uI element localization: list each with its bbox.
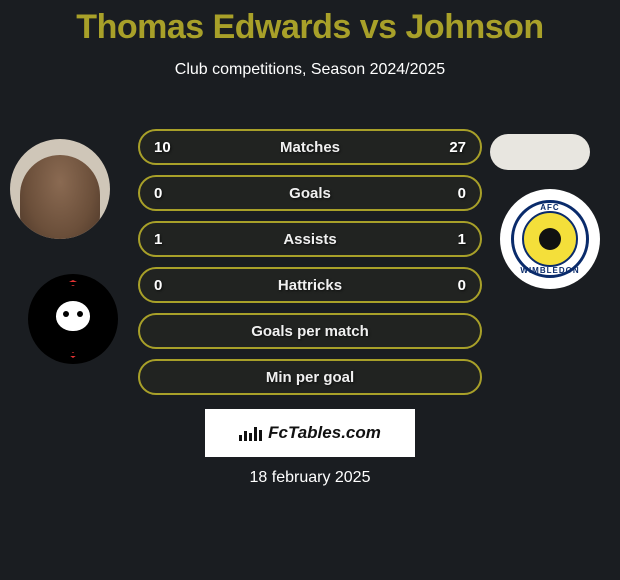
stat-right-value: 27 bbox=[442, 139, 466, 156]
stat-row-matches: 10 Matches 27 bbox=[138, 129, 482, 165]
brand-badge[interactable]: FcTables.com bbox=[205, 409, 415, 457]
badge-text-bottom: WIMBLEDON bbox=[520, 266, 579, 275]
stat-label: Min per goal bbox=[140, 369, 480, 386]
stat-row-hattricks: 0 Hattricks 0 bbox=[138, 267, 482, 303]
stat-row-goals: 0 Goals 0 bbox=[138, 175, 482, 211]
stat-left-value: 10 bbox=[154, 139, 178, 156]
comparison-card: Thomas Edwards vs Johnson Club competiti… bbox=[0, 0, 620, 580]
club-left-badge bbox=[28, 274, 118, 364]
club-right-badge: AFC WIMBLEDON bbox=[500, 189, 600, 289]
stat-right-value: 0 bbox=[442, 277, 466, 294]
player-left-photo bbox=[10, 139, 110, 239]
brand-text: FcTables.com bbox=[268, 423, 381, 443]
page-title: Thomas Edwards vs Johnson bbox=[76, 8, 543, 47]
stat-left-value: 1 bbox=[154, 231, 178, 248]
lion-shield-icon bbox=[38, 280, 108, 358]
stat-row-goals-per-match: Goals per match bbox=[138, 313, 482, 349]
stat-label: Hattricks bbox=[140, 277, 480, 294]
subtitle: Club competitions, Season 2024/2025 bbox=[175, 61, 445, 79]
stat-left-value: 0 bbox=[154, 277, 178, 294]
stat-label: Assists bbox=[140, 231, 480, 248]
stats-list: 10 Matches 27 0 Goals 0 1 Assists 1 0 Ha… bbox=[138, 129, 482, 395]
stat-label: Goals bbox=[140, 185, 480, 202]
stat-label: Matches bbox=[140, 139, 480, 156]
stat-row-min-per-goal: Min per goal bbox=[138, 359, 482, 395]
bars-icon bbox=[239, 425, 262, 441]
stat-label: Goals per match bbox=[140, 323, 480, 340]
player-right-photo bbox=[490, 134, 590, 170]
lion-face-icon bbox=[56, 301, 90, 331]
stat-right-value: 0 bbox=[442, 185, 466, 202]
stat-row-assists: 1 Assists 1 bbox=[138, 221, 482, 257]
date-text: 18 february 2025 bbox=[0, 469, 620, 487]
player-face-icon bbox=[20, 155, 100, 239]
main-area: AFC WIMBLEDON 10 Matches 27 0 Goals 0 1 … bbox=[0, 109, 620, 580]
stat-left-value: 0 bbox=[154, 185, 178, 202]
stat-right-value: 1 bbox=[442, 231, 466, 248]
wimbledon-badge-icon: AFC WIMBLEDON bbox=[507, 196, 593, 282]
badge-text-top: AFC bbox=[540, 203, 559, 212]
